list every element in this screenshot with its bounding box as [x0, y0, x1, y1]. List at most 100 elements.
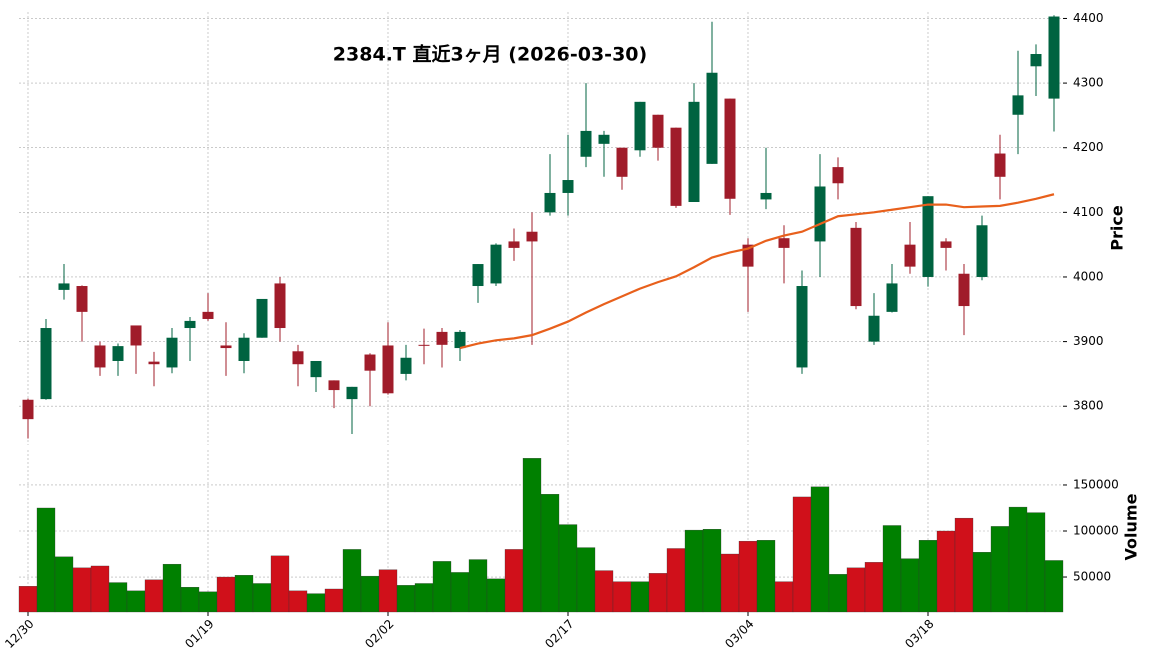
candle-body [922, 196, 934, 277]
candle-body [382, 345, 394, 394]
candle-body [976, 225, 988, 277]
candle-body [598, 134, 610, 144]
candle-body [418, 344, 430, 346]
candle-body [868, 315, 880, 342]
candle-body [58, 283, 70, 290]
volume-bar [774, 581, 794, 613]
volume-bar [504, 549, 524, 613]
volume-bar [720, 553, 740, 613]
candle-body [652, 114, 664, 148]
candle-body [202, 311, 214, 319]
volume-bar [630, 581, 650, 613]
y-tick-label: 4200 [1073, 140, 1104, 154]
candle-body [310, 360, 322, 378]
volume-bar [792, 496, 812, 613]
volume-bar [918, 540, 938, 613]
volume-bar [1044, 560, 1064, 613]
y-tick-label: 3900 [1073, 334, 1104, 348]
volume-bar [594, 570, 614, 613]
volume-axis-label: Volume [1122, 493, 1141, 560]
volume-bar [342, 549, 362, 613]
candle-body [958, 273, 970, 307]
volume-bar [450, 572, 470, 613]
volume-bar [576, 547, 596, 613]
candle-body [400, 357, 412, 374]
volume-bar [540, 494, 560, 613]
candle-body [886, 283, 898, 312]
x-tick-label: 03/04 [722, 617, 756, 651]
volume-bar [198, 591, 218, 613]
volume-bar [180, 586, 200, 613]
candle-body [1030, 54, 1042, 67]
y-tick-label: 3800 [1073, 399, 1104, 413]
candle-body [526, 231, 538, 242]
volume-bar [522, 458, 542, 613]
volume-bar [108, 582, 128, 613]
y-tick-label: 4400 [1073, 11, 1104, 25]
candle-body [454, 331, 466, 349]
candle-body [634, 101, 646, 151]
volume-bar [648, 573, 668, 613]
volume-bar [612, 581, 632, 613]
volume-bar [144, 579, 164, 613]
candle-body [994, 153, 1006, 177]
volume-bar [18, 586, 38, 613]
candle-body [670, 127, 682, 206]
volume-bar [1008, 506, 1028, 613]
volume-bar [936, 530, 956, 613]
volume-bar [846, 567, 866, 613]
volume-bar [252, 583, 272, 613]
candle-body [562, 180, 574, 193]
volume-bar [558, 524, 578, 613]
volume-tick-label: 150000 [1073, 477, 1119, 491]
candle-body [814, 186, 826, 242]
candle-body [544, 192, 556, 213]
candle-body [1048, 16, 1060, 99]
volume-bar [738, 540, 758, 613]
volume-bar [54, 556, 74, 613]
volume-bar [432, 561, 452, 613]
candle-body [130, 325, 142, 346]
candle-body [742, 244, 754, 267]
volume-bar [414, 583, 434, 613]
moving-average [459, 193, 1055, 350]
y-tick-label: 4000 [1073, 269, 1104, 283]
x-tick-label: 12/30 [2, 617, 36, 651]
candle-body [904, 244, 916, 267]
candle-body [76, 286, 88, 312]
candle-body [238, 337, 250, 361]
candle-body [796, 286, 808, 368]
candle-body [112, 346, 124, 361]
candle-body [22, 399, 34, 420]
volume-bar [882, 525, 902, 613]
volume-bar [864, 562, 884, 613]
candle-body [256, 298, 268, 338]
volume-bar [270, 555, 290, 613]
volume-bar [702, 529, 722, 613]
candle-body [292, 351, 304, 365]
volume-bar [288, 590, 308, 613]
volume-bar [360, 575, 380, 613]
volume-bar [900, 558, 920, 613]
candle-body [616, 147, 628, 177]
candle-body [490, 244, 502, 284]
candle-body [940, 241, 952, 248]
candle-body [832, 167, 844, 184]
volume-bar [90, 565, 110, 613]
candle-body [1012, 95, 1024, 115]
volume-bar [324, 588, 344, 613]
volume-tick-label: 50000 [1073, 570, 1111, 584]
volume-bar [1026, 512, 1046, 613]
volume-bar [234, 575, 254, 613]
volume-bar [990, 526, 1010, 613]
candle-body [508, 241, 520, 248]
candle-body [94, 345, 106, 368]
candle-body [706, 72, 718, 164]
candle-body [760, 192, 772, 200]
candle-body [778, 238, 790, 248]
x-tick-label: 01/19 [182, 617, 216, 651]
y-axis-label: Price [1108, 205, 1127, 251]
candle-body [148, 361, 160, 365]
volume-bar [684, 529, 704, 613]
